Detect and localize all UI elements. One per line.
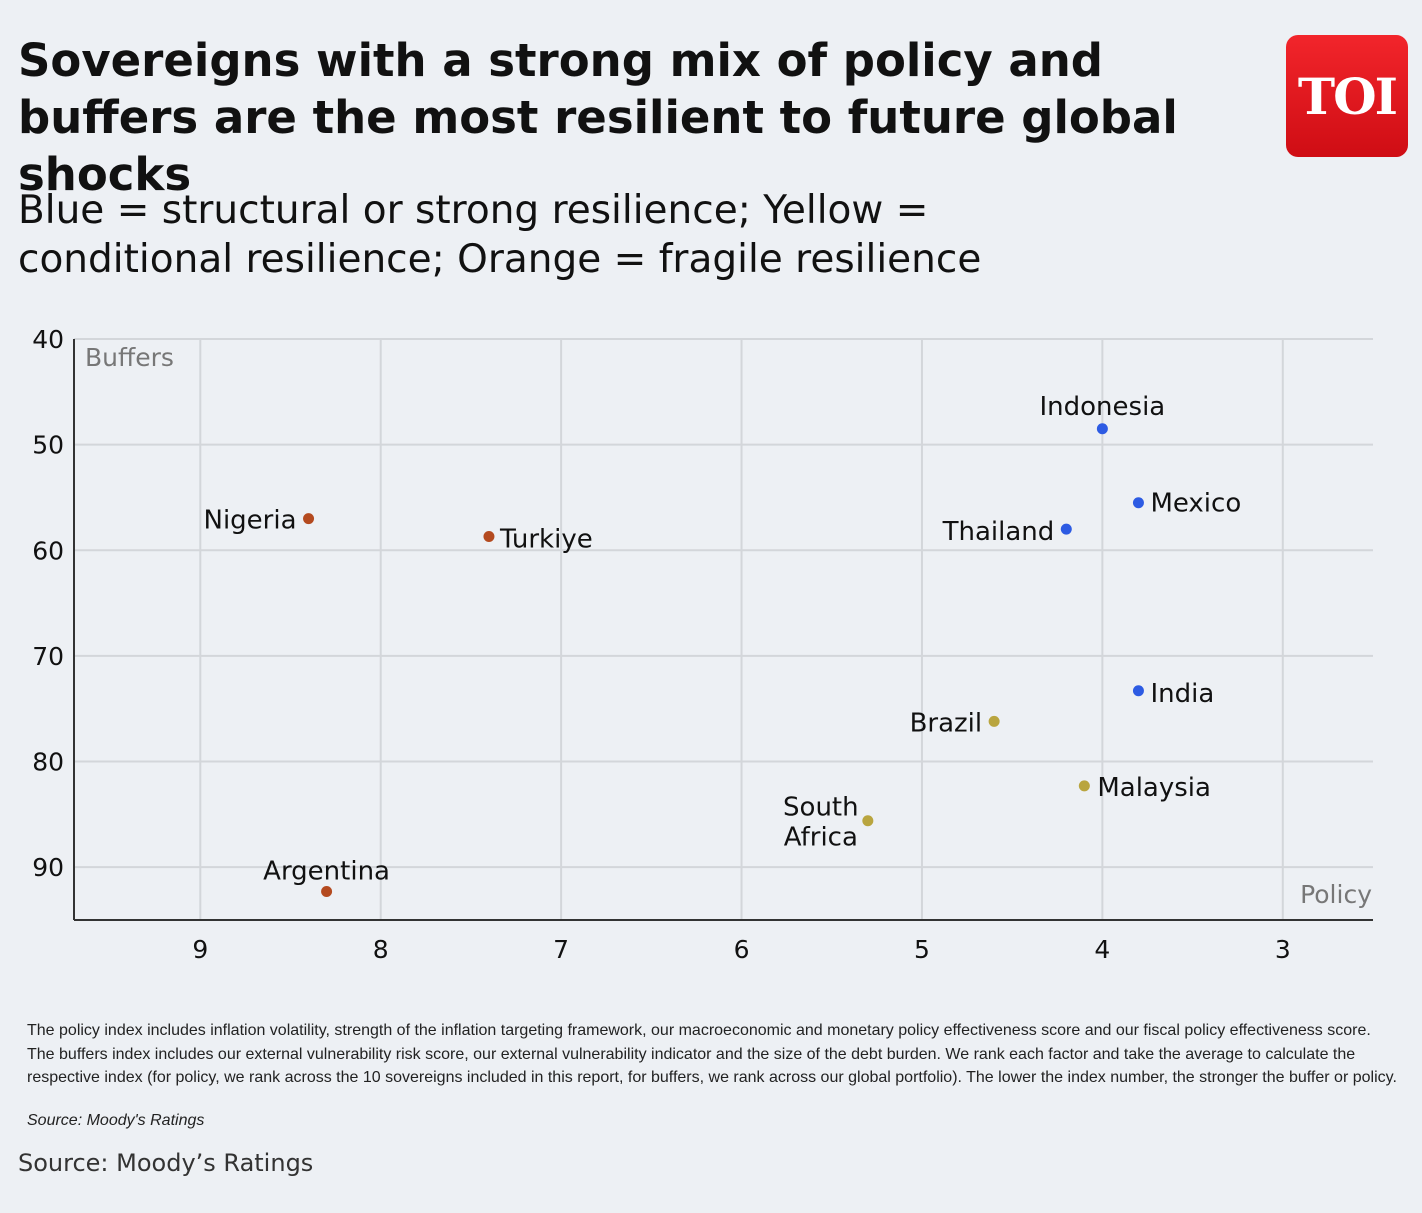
point-indonesia [1096, 423, 1108, 435]
label-south-africa: Africa [784, 823, 858, 853]
chart-footnote: The policy index includes inflation vola… [27, 1022, 1397, 1086]
y-tick-label: 50 [32, 431, 64, 460]
point-nigeria [303, 513, 315, 525]
y-axis-title: Buffers [85, 343, 174, 372]
label-india: India [1150, 679, 1214, 709]
y-tick-label: 70 [32, 642, 64, 671]
point-turkiye [483, 531, 495, 543]
point-south-africa [862, 815, 874, 827]
point-thailand [1060, 523, 1072, 535]
x-tick-label: 8 [373, 935, 389, 964]
label-argentina: Argentina [263, 856, 390, 886]
point-india [1132, 685, 1144, 697]
scatter-chart: 9 8 7 6 5 4 3 40 50 60 70 80 90 Buffers Policy Indonesi… [32, 325, 1373, 964]
toi-logo: TOI [1286, 35, 1408, 157]
y-tick-label: 60 [32, 536, 64, 565]
y-tick-label: 90 [32, 853, 64, 882]
label-indonesia: Indonesia [1040, 392, 1166, 422]
label-brazil: Brazil [910, 708, 983, 738]
label-thailand: Thailand [942, 517, 1055, 547]
label-malaysia: Malaysia [1097, 773, 1211, 803]
footnote-source: Source: Moody's Ratings [27, 1112, 205, 1129]
chart-subtitle: Blue = structural or strong resilience; … [18, 188, 982, 282]
point-brazil [988, 715, 1000, 727]
y-tick-label: 40 [32, 325, 64, 354]
label-turkiye: Turkiye [499, 525, 593, 555]
label-south-africa: South [783, 793, 859, 823]
page-source: Source: Moody’s Ratings [18, 1149, 314, 1177]
x-axis-title: Policy [1300, 880, 1372, 909]
x-tick-label: 4 [1094, 935, 1110, 964]
x-tick-label: 3 [1275, 935, 1291, 964]
label-mexico: Mexico [1150, 489, 1241, 519]
label-nigeria: Nigeria [204, 506, 297, 536]
x-tick-label: 5 [914, 935, 930, 964]
x-tick-label: 6 [734, 935, 750, 964]
y-tick-label: 80 [32, 748, 64, 777]
x-tick-label: 7 [553, 935, 569, 964]
point-argentina [321, 885, 333, 897]
point-mexico [1132, 497, 1144, 509]
chart-title: Sovereigns with a strong mix of policy a… [18, 34, 1178, 201]
x-tick-label: 9 [192, 935, 208, 964]
point-malaysia [1078, 780, 1090, 792]
